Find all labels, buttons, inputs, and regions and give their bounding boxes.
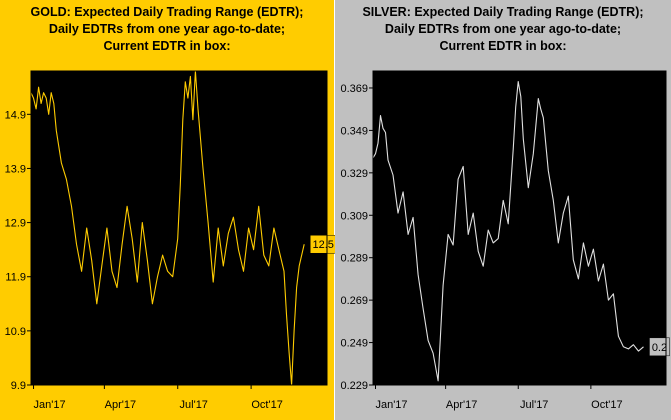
silver-y-tick-label: 0.249 xyxy=(340,338,368,350)
silver-plot-area xyxy=(373,71,666,385)
silver-x-tick-label: Oct'17 xyxy=(591,399,622,411)
silver-chart-svg: 0.229 0.249 0.269 0.289 0.309 0.329 0.349 0.369… xyxy=(340,70,670,411)
gold-chart-title: GOLD: Expected Daily Trading Range (EDTR… xyxy=(0,4,334,55)
gold-title-line-3: Current EDTR in box: xyxy=(103,39,231,53)
gold-chart-svg: 9.9 10.9 11.9 12.9 13.9 14.9 Jan'17 Apr'17 Jul'1… xyxy=(5,70,337,411)
gold-title-line-1: GOLD: Expected Daily Trading Range (EDTR… xyxy=(30,5,304,19)
silver-y-tick-label: 0.289 xyxy=(340,253,368,265)
silver-title-line-3: Current EDTR in box: xyxy=(439,39,567,53)
gold-current-value-label: 12.5 xyxy=(313,239,334,251)
silver-current-value-label: 0.2 xyxy=(652,342,667,354)
silver-title-line-1: SILVER: Expected Daily Trading Range (ED… xyxy=(362,5,644,19)
gold-y-tick-label: 14.9 xyxy=(5,109,26,121)
gold-y-tick-label: 9.9 xyxy=(11,380,26,392)
silver-chart-panel: SILVER: Expected Daily Trading Range (ED… xyxy=(335,0,671,420)
gold-plot-area xyxy=(31,71,327,385)
silver-plot-frame xyxy=(372,70,667,386)
gold-x-tick-label: Apr'17 xyxy=(105,399,136,411)
silver-current-value-box xyxy=(649,337,670,357)
gold-y-tick-label: 10.9 xyxy=(5,326,26,338)
gold-y-tick-label: 12.9 xyxy=(5,218,26,230)
gold-series-line xyxy=(30,70,305,386)
silver-title-line-2: Daily EDTRs from one year ago-to-date; xyxy=(384,22,622,36)
gold-x-tick-label: Jan'17 xyxy=(33,399,65,411)
gold-chart-panel: GOLD: Expected Daily Trading Range (EDTR… xyxy=(0,0,337,420)
gold-plot-frame xyxy=(30,70,328,386)
gold-title-line-2: Daily EDTRs from one year ago-to-date; xyxy=(48,22,286,36)
silver-y-tick-label: 0.369 xyxy=(340,83,368,95)
silver-y-tick-label: 0.229 xyxy=(340,380,368,392)
silver-y-tick-label: 0.349 xyxy=(340,125,368,137)
silver-x-tick-label: Jan'17 xyxy=(375,399,407,411)
silver-x-tick-label: Jul'17 xyxy=(520,399,548,411)
gold-y-tick-label: 13.9 xyxy=(5,163,26,175)
silver-y-tick-label: 0.309 xyxy=(340,210,368,222)
silver-series-line xyxy=(372,81,644,382)
silver-x-tick-label: Apr'17 xyxy=(446,399,477,411)
silver-chart-title: SILVER: Expected Daily Trading Range (ED… xyxy=(335,4,671,55)
gold-x-tick-label: Jul'17 xyxy=(180,399,208,411)
gold-y-tick-label: 11.9 xyxy=(5,272,26,284)
silver-y-tick-label: 0.329 xyxy=(340,168,368,180)
silver-y-tick-label: 0.269 xyxy=(340,295,368,307)
gold-x-tick-label: Oct'17 xyxy=(251,399,282,411)
